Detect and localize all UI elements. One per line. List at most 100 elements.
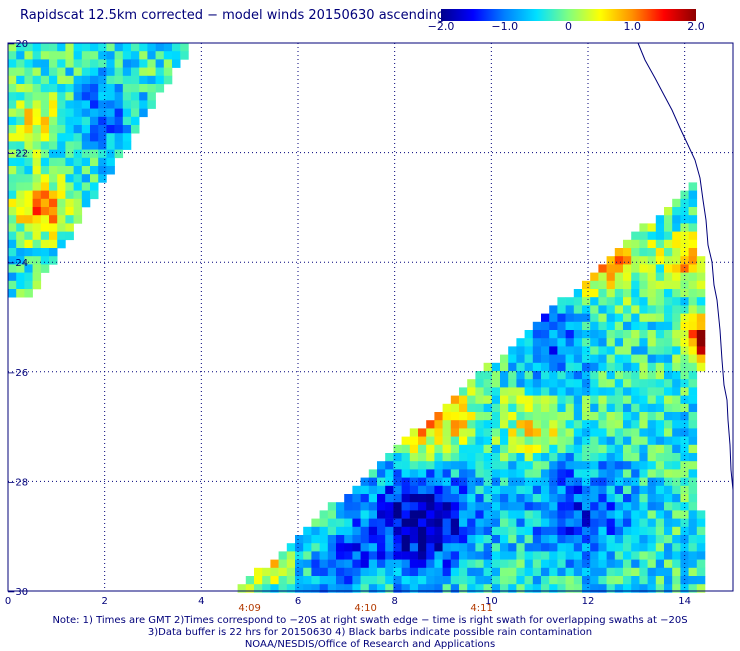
data-cell: [680, 576, 689, 585]
data-cell: [614, 518, 624, 528]
data-cell: [40, 264, 50, 273]
data-cell: [532, 412, 542, 421]
data-cell: [688, 403, 698, 413]
data-cell: [573, 461, 583, 470]
data-cell: [639, 477, 648, 487]
data-cell: [131, 43, 140, 52]
data-cell: [623, 428, 632, 437]
data-cell: [81, 157, 91, 167]
data-cell: [631, 436, 640, 446]
data-cell: [65, 59, 74, 68]
data-cell: [98, 100, 107, 109]
data-cell: [614, 248, 624, 257]
data-cell: [696, 576, 706, 585]
data-cell: [606, 387, 616, 396]
data-cell: [467, 576, 476, 585]
data-cell: [508, 412, 517, 421]
data-cell: [475, 502, 484, 511]
data-cell: [467, 469, 476, 478]
data-cell: [688, 436, 698, 446]
data-cell: [606, 576, 616, 585]
data-cell: [336, 510, 345, 519]
data-cell: [664, 559, 673, 569]
data-cell: [672, 346, 681, 355]
data-cell: [606, 371, 616, 380]
lat-tick-label: −28: [7, 477, 28, 488]
data-cell: [40, 190, 50, 200]
data-cell: [557, 395, 566, 405]
data-cell: [508, 559, 517, 569]
data-cell: [688, 289, 698, 298]
data-cell: [688, 543, 698, 552]
data-cell: [303, 526, 312, 536]
data-cell: [434, 420, 443, 429]
data-cell: [8, 207, 17, 216]
data-cell: [65, 108, 74, 118]
data-cell: [524, 559, 534, 569]
data-cell: [573, 543, 583, 552]
data-cell: [16, 215, 25, 224]
data-cell: [639, 526, 648, 536]
data-cell: [491, 543, 501, 552]
data-cell: [32, 215, 42, 224]
data-cell: [98, 51, 107, 60]
data-cell: [311, 526, 320, 536]
data-cell: [24, 239, 33, 249]
data-cell: [582, 567, 591, 577]
data-cell: [319, 584, 329, 593]
data-cell: [664, 494, 673, 503]
data-cell: [483, 461, 493, 470]
data-cell: [16, 166, 25, 175]
data-cell: [8, 157, 17, 167]
data-cell: [672, 330, 681, 339]
data-cell: [532, 346, 542, 355]
data-cell: [459, 395, 468, 405]
data-cell: [524, 395, 534, 405]
data-cell: [442, 543, 452, 552]
data-cell: [672, 387, 681, 396]
data-cell: [664, 321, 673, 331]
data-cell: [557, 436, 566, 446]
data-cell: [598, 543, 607, 552]
data-cell: [16, 248, 25, 257]
data-cell: [672, 223, 681, 232]
data-cell: [57, 141, 66, 150]
data-cell: [303, 543, 312, 552]
data-cell: [65, 84, 74, 93]
data-cell: [393, 469, 402, 478]
data-cell: [655, 297, 665, 306]
data-cell: [516, 453, 525, 462]
data-cell: [65, 157, 74, 167]
data-cell: [598, 305, 607, 314]
data-cell: [352, 526, 361, 536]
data-cell: [459, 543, 468, 552]
data-cell: [90, 59, 99, 68]
data-cell: [327, 518, 337, 528]
data-cell: [491, 403, 501, 413]
data-cell: [598, 559, 607, 569]
data-cell: [565, 485, 575, 495]
data-cell: [393, 494, 402, 503]
data-cell: [639, 576, 648, 585]
data-cell: [344, 576, 353, 585]
data-cell: [573, 576, 583, 585]
data-cell: [336, 567, 345, 577]
data-cell: [606, 272, 616, 282]
data-cell: [8, 67, 17, 77]
data-cell: [114, 67, 124, 77]
data-cell: [557, 584, 566, 593]
data-cell: [57, 215, 66, 224]
data-cell: [590, 330, 599, 339]
data-cell: [664, 338, 673, 347]
data-cell: [631, 559, 640, 569]
data-cell: [655, 215, 665, 224]
data-cell: [385, 477, 394, 487]
data-cell: [623, 559, 632, 569]
data-cell: [688, 518, 698, 528]
data-cell: [532, 535, 542, 544]
data-cell: [672, 526, 681, 536]
data-cell: [377, 584, 386, 593]
data-cell: [655, 444, 665, 454]
data-cell: [508, 502, 517, 511]
data-cell: [639, 297, 648, 306]
